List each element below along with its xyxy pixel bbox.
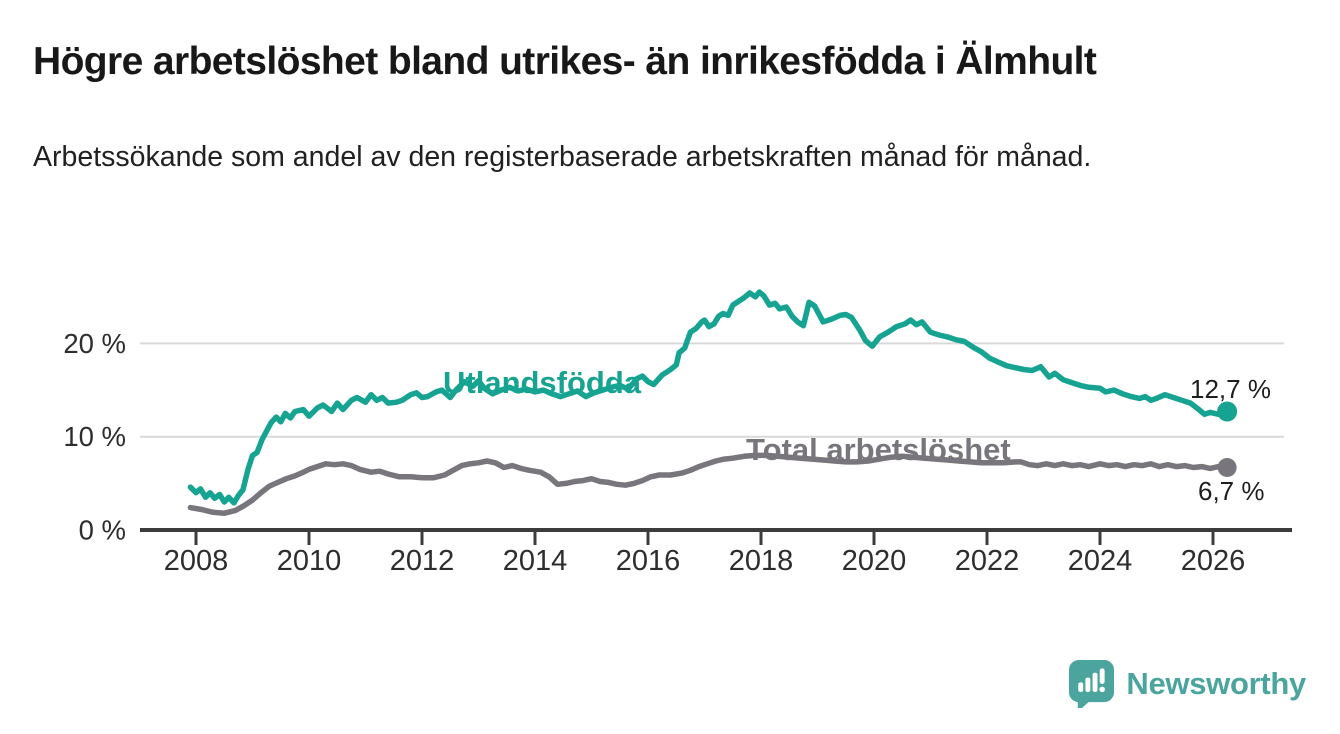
line-utlandsfodda	[187, 289, 1230, 506]
end-value-label-total: 6,7 %	[1198, 476, 1265, 506]
x-tick-label: 2024	[1068, 545, 1133, 577]
data-lines	[187, 289, 1230, 516]
newsworthy-logo: Newsworthy	[1068, 659, 1306, 708]
y-tick-label: 10 %	[63, 421, 126, 452]
x-tick-label: 2008	[164, 545, 229, 577]
end-dot-total-arbetsloshet	[1217, 457, 1237, 477]
y-axis-labels: 0 % 10 % 20 %	[63, 328, 126, 546]
end-point-dots	[1217, 401, 1238, 477]
x-tick-label: 2020	[842, 545, 907, 577]
x-tick-label: 2026	[1181, 545, 1246, 577]
gridlines	[140, 342, 1284, 438]
x-tick-label: 2012	[390, 545, 455, 577]
x-tick-label: 2022	[955, 545, 1020, 577]
x-tick-label: 2014	[503, 545, 568, 577]
chart-subtitle: Arbetssökande som andel av den registerb…	[33, 141, 1092, 173]
end-value-label-utlandsfodda: 12,7 %	[1190, 374, 1271, 404]
series-label-total-arbetsloshet: Total arbetslöshet	[746, 432, 1011, 467]
y-tick-label: 20 %	[63, 328, 126, 359]
series-label-utlandsfodda: Utlandsfödda	[443, 365, 642, 400]
brand-name: Newsworthy	[1126, 665, 1306, 701]
x-tick-label: 2018	[729, 545, 794, 577]
page-title: Högre arbetslöshet bland utrikes- än inr…	[33, 40, 1097, 83]
newsworthy-bubble-chart-icon	[1069, 659, 1115, 708]
x-tick-label: 2016	[616, 545, 681, 577]
line-total-arbetsloshet	[187, 452, 1230, 516]
y-tick-label: 0 %	[79, 515, 126, 546]
x-axis: 2008 2010 2012 2014 2016 2018 2020 2022 2024 2026	[140, 528, 1292, 577]
end-dot-utlandsfodda	[1217, 401, 1238, 422]
x-tick-label: 2010	[277, 545, 342, 577]
